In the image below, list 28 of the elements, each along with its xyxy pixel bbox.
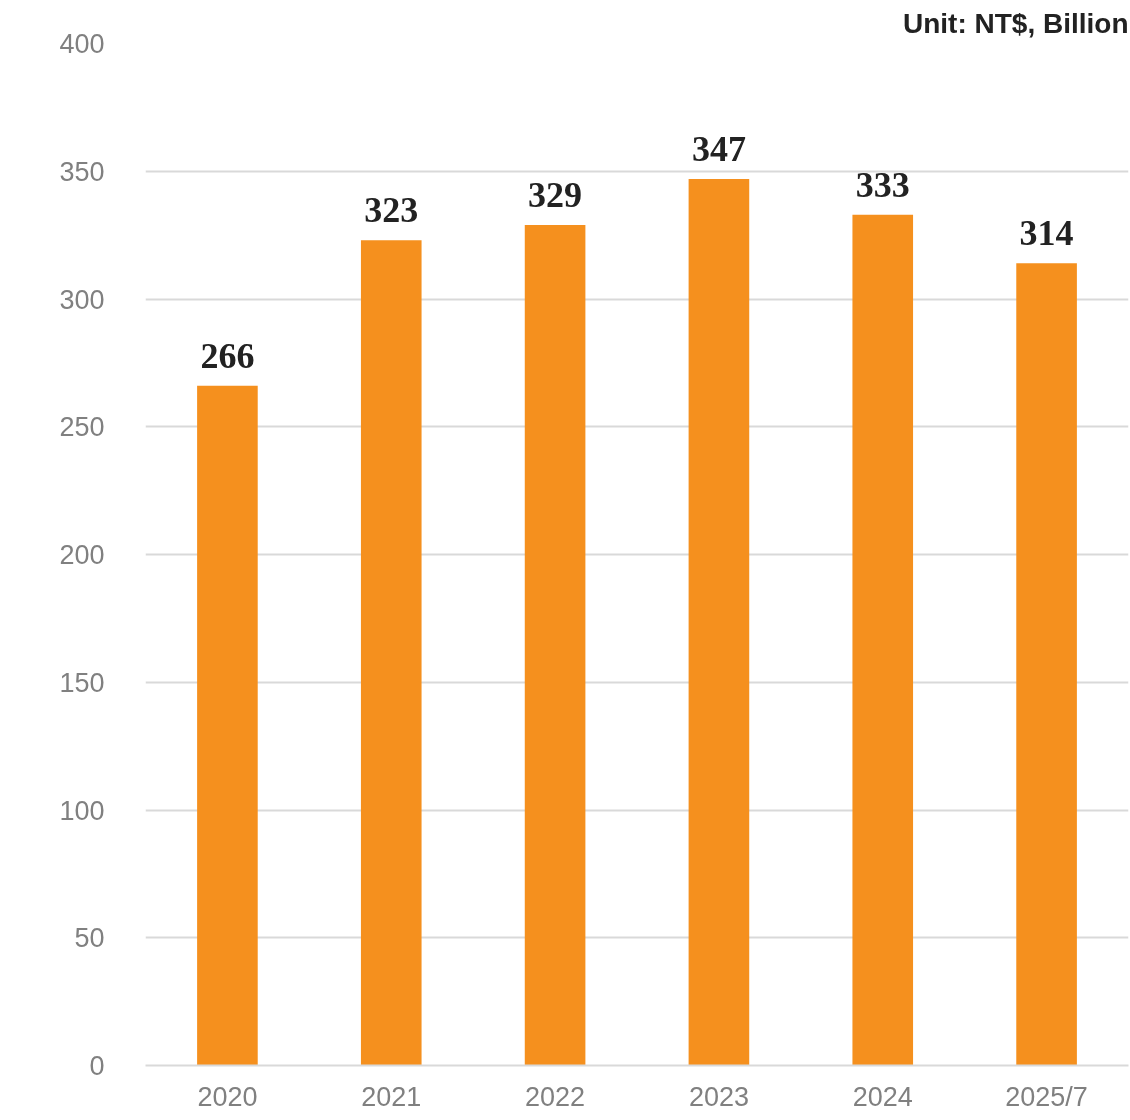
bar bbox=[688, 178, 750, 1066]
text: Unit: NT$, Billion bbox=[902, 7, 1129, 39]
y-tick-label: 200 bbox=[59, 540, 105, 570]
data-label: 266 bbox=[200, 335, 255, 376]
x-tick-label: 2022 bbox=[525, 1081, 586, 1112]
bar bbox=[360, 240, 422, 1066]
data-label: 333 bbox=[855, 164, 910, 205]
y-tick-label: 0 bbox=[89, 1051, 105, 1081]
x-tick-label: 2024 bbox=[852, 1081, 913, 1112]
data-label: 347 bbox=[691, 128, 746, 169]
x-tick-label: 2025/7 bbox=[1005, 1081, 1088, 1112]
bar bbox=[524, 224, 586, 1066]
y-tick-label: 50 bbox=[74, 923, 105, 954]
data-label: 329 bbox=[528, 174, 583, 215]
y-tick-label: 100 bbox=[59, 795, 105, 826]
x-tick-label: 2020 bbox=[197, 1081, 258, 1112]
y-tick-label: 150 bbox=[59, 667, 105, 698]
bar bbox=[1016, 263, 1077, 1066]
y-tick-label: 250 bbox=[59, 412, 105, 443]
y-tick-label: 400 bbox=[59, 29, 105, 59]
bar bbox=[197, 385, 258, 1066]
y-tick-label: 300 bbox=[59, 284, 105, 315]
bar bbox=[852, 214, 914, 1066]
x-tick-label: 2023 bbox=[688, 1081, 749, 1112]
data-label: 323 bbox=[364, 190, 419, 231]
data-label: 314 bbox=[1019, 213, 1074, 254]
y-tick-label: 350 bbox=[59, 156, 105, 187]
x-tick-label: 2021 bbox=[361, 1081, 422, 1112]
